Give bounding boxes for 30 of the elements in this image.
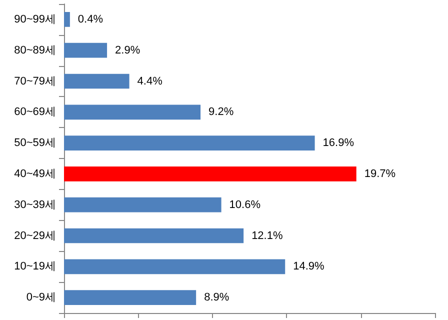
data-label: 16.9% — [322, 137, 354, 150]
bar — [64, 42, 108, 58]
bar — [64, 197, 222, 212]
y-tick-label: 70~79세 — [14, 75, 56, 88]
y-tick-label: 30~39세 — [14, 198, 56, 211]
bar — [64, 259, 286, 274]
y-tick-label: 90~99세 — [14, 13, 56, 26]
bar — [64, 136, 315, 150]
y-tick-label: 10~19세 — [14, 260, 56, 273]
y-tick-label: 40~49세 — [14, 168, 56, 180]
data-label: 9.2% — [208, 106, 234, 118]
data-label: 14.9% — [293, 260, 325, 273]
bar — [64, 290, 196, 305]
bar — [64, 74, 130, 89]
data-label: 8.9% — [204, 292, 230, 304]
bar — [64, 228, 244, 244]
y-tick-label: 0~9세 — [26, 292, 56, 304]
bar — [64, 12, 70, 27]
y-tick-label: 50~59세 — [14, 137, 56, 150]
bar — [64, 104, 201, 120]
bar — [64, 166, 356, 182]
data-label: 0.4% — [78, 13, 104, 26]
data-label: 19.7% — [364, 168, 396, 180]
data-label: 4.4% — [137, 75, 163, 88]
y-tick-label: 60~69세 — [14, 106, 56, 118]
data-label: 12.1% — [252, 230, 283, 242]
data-label: 10.6% — [229, 198, 261, 211]
y-tick-label: 80~89세 — [14, 44, 56, 56]
data-label: 2.9% — [115, 44, 140, 56]
y-tick-label: 20~29세 — [14, 230, 56, 242]
